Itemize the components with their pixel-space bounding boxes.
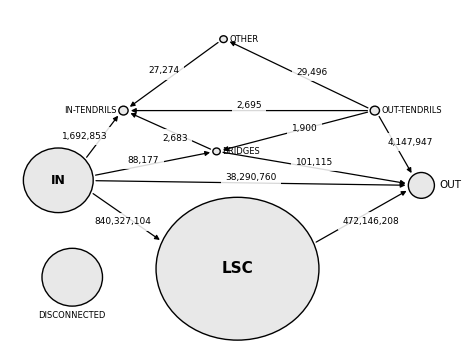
Ellipse shape	[213, 148, 220, 155]
Text: BRIDGES: BRIDGES	[222, 147, 260, 156]
Ellipse shape	[42, 248, 103, 306]
Text: 472,146,208: 472,146,208	[342, 217, 399, 226]
Text: OUT-TENDRILS: OUT-TENDRILS	[381, 106, 442, 115]
Ellipse shape	[119, 106, 128, 115]
Text: 1,900: 1,900	[292, 124, 317, 133]
Text: 2,695: 2,695	[237, 101, 262, 110]
Text: 2,683: 2,683	[162, 134, 188, 143]
Ellipse shape	[156, 197, 319, 340]
Text: OUT: OUT	[439, 180, 461, 191]
Text: IN-TENDRILS: IN-TENDRILS	[65, 106, 117, 115]
Text: 101,115: 101,115	[296, 158, 333, 167]
Text: 27,274: 27,274	[149, 66, 180, 75]
Text: IN: IN	[51, 174, 66, 187]
Ellipse shape	[408, 172, 435, 198]
Text: OTHER: OTHER	[229, 35, 258, 44]
Ellipse shape	[220, 36, 227, 43]
Text: DISCONNECTED: DISCONNECTED	[38, 311, 106, 320]
Text: 1,692,853: 1,692,853	[62, 132, 107, 141]
Text: 4,147,947: 4,147,947	[388, 137, 433, 146]
Text: 88,177: 88,177	[127, 156, 159, 165]
Ellipse shape	[370, 106, 380, 115]
Text: 840,327,104: 840,327,104	[95, 217, 152, 226]
Text: 29,496: 29,496	[296, 68, 327, 76]
Text: LSC: LSC	[222, 261, 253, 276]
Ellipse shape	[23, 148, 93, 213]
Text: 38,290,760: 38,290,760	[225, 173, 276, 182]
